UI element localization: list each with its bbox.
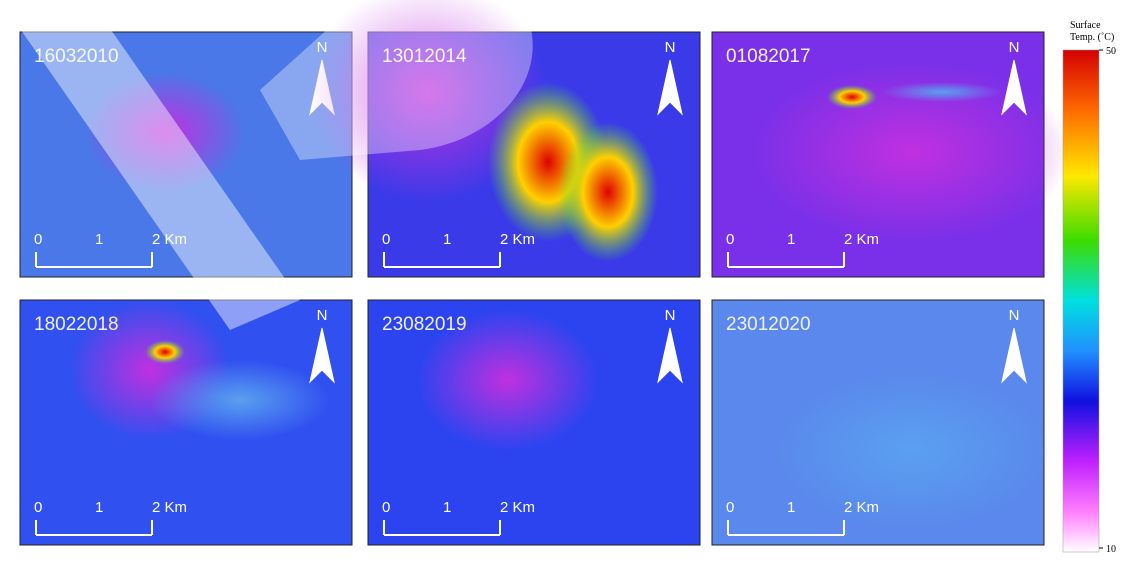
colorbar-title: Temp. (˚C) (1070, 32, 1114, 43)
scale-label: 2 Km (500, 231, 535, 248)
panel-date: 18022018 (34, 314, 119, 335)
north-label: N (665, 39, 676, 56)
scale-label: 0 (382, 499, 390, 516)
scale-label: 0 (34, 231, 42, 248)
scale-label: 1 (787, 499, 795, 516)
north-label: N (317, 307, 328, 324)
north-label: N (665, 307, 676, 324)
map-panel: 18022018 N 0 1 2 Km (20, 300, 352, 545)
scale-label: 0 (34, 499, 42, 516)
colorbar-title: Surface (1070, 20, 1101, 31)
panel-date: 01082017 (726, 46, 811, 67)
scale-label: 2 Km (844, 499, 879, 516)
colorbar-tick-label: 10 (1106, 544, 1116, 555)
scale-label: 1 (443, 231, 451, 248)
thermal-feature (772, 370, 1052, 530)
thermal-feature (145, 340, 185, 364)
scale-label: 2 Km (844, 231, 879, 248)
figure: 16032010N012 Km13012014N012 Km01082017N0… (0, 0, 1131, 558)
panel-date: 23012020 (726, 314, 811, 335)
map-panel: 01082017 N 0 1 2 Km (712, 32, 1072, 277)
scale-label: 1 (443, 499, 451, 516)
colorbar-tick-label: 50 (1106, 46, 1116, 57)
thermal-feature (150, 360, 330, 440)
scale-label: 1 (95, 231, 103, 248)
scale-label: 0 (726, 499, 734, 516)
north-label: N (1009, 39, 1020, 56)
scale-label: 0 (726, 231, 734, 248)
colorbar (1063, 50, 1099, 552)
scale-label: 1 (787, 231, 795, 248)
panel-date: 23082019 (382, 314, 467, 335)
north-label: N (1009, 307, 1020, 324)
thermal-feature (827, 85, 877, 109)
scale-label: 0 (382, 231, 390, 248)
map-panel: 23012020 N 0 1 2 Km (712, 300, 1052, 545)
scale-label: 1 (95, 499, 103, 516)
thermal-feature (882, 82, 1002, 102)
map-panel: 23082019 N 0 1 2 Km (368, 300, 700, 545)
thermal-feature (558, 122, 658, 262)
scale-label: 2 Km (152, 499, 187, 516)
scale-label: 2 Km (500, 499, 535, 516)
